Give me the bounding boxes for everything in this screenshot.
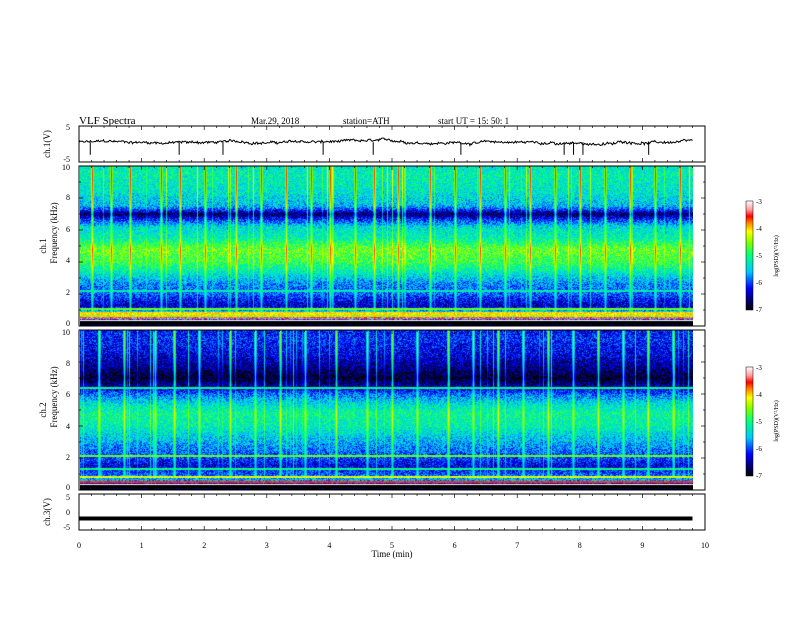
ch2-spec-channel-label: ch.2 [38, 402, 48, 417]
ch1-waveform-ylabel: ch.1(V) [42, 130, 52, 158]
ch1-spectrogram-panel: 10 8 6 4 2 0 ch.1 Frequency (kHz) [38, 163, 706, 328]
panel-tick-marks [78, 126, 706, 530]
time-axis-label: Time (min) [372, 549, 413, 559]
ch1-cbar-tick-m5: -5 [756, 252, 762, 260]
ch2-spec-ytick-10: 10 [62, 328, 70, 337]
ch2-cbar-tick-m4: -4 [756, 391, 762, 399]
ch2-spec-ytick-6: 6 [66, 390, 70, 399]
ch2-spec-ytick-8: 8 [66, 359, 70, 368]
time-axis: Time (min) 0 1 2 3 4 5 6 7 8 9 10 [77, 541, 709, 559]
ch1-spectrogram-image [80, 166, 693, 326]
ch1-cbar-tick-m4: -4 [756, 225, 762, 233]
ch1-ytick-top: 5 [66, 123, 70, 132]
ch1-spec-ylabel: Frequency (kHz) [49, 202, 59, 263]
ch1-waveform-frame [78, 125, 706, 163]
time-tick-label: 2 [202, 541, 206, 550]
ch1-spike-group [89, 142, 650, 155]
ch3-waveform-ylabel: ch.3(V) [42, 498, 52, 526]
ch1-spec-ytick-8: 8 [66, 193, 70, 202]
ch2-colorbar-scale [745, 366, 754, 477]
ch2-spectrogram-panel: 10 8 6 4 2 0 ch.2 Frequency (kHz) [38, 328, 706, 492]
ch1-colorbar-scale [745, 200, 754, 311]
station-label: station=ATH [343, 116, 390, 126]
ch1-spec-ytick-4: 4 [66, 256, 70, 265]
ch1-spec-ytick-6: 6 [66, 225, 70, 234]
ch2-colorbar-label: log(PSD)(V²/Hz) [773, 400, 780, 441]
ch1-colorbar: -3 -4 -5 -6 -7 log(PSD)(V²/Hz) [745, 198, 780, 314]
ch1-waveform-trace [78, 137, 693, 147]
ch2-colorbar: -3 -4 -5 -6 -7 log(PSD)(V²/Hz) [745, 364, 780, 480]
ch3-ytick-mid: 0 [66, 508, 70, 517]
ch2-spec-ytick-4: 4 [66, 422, 70, 431]
time-tick-label: 10 [701, 541, 709, 550]
ch1-spec-ytick-2: 2 [66, 288, 70, 297]
ch1-colorbar-label: log(PSD)(V²/Hz) [773, 235, 780, 276]
ch2-cbar-tick-m7: -7 [756, 472, 762, 480]
ch2-cbar-tick-m3: -3 [756, 364, 762, 372]
ch1-ytick-bottom: -5 [63, 155, 70, 164]
ch3-waveform-frame [78, 493, 706, 531]
start-time-label: start UT = 15: 50: 1 [438, 116, 509, 126]
time-tick-label: 4 [327, 541, 331, 550]
ch2-cbar-tick-m5: -5 [756, 418, 762, 426]
time-tick-label: 9 [640, 541, 644, 550]
time-tick-label: 6 [453, 541, 457, 550]
ch2-spec-ytick-0: 0 [66, 483, 70, 492]
ch2-cbar-tick-m6: -6 [756, 445, 762, 453]
ch1-spec-ytick-10: 10 [62, 163, 70, 172]
time-tick-label: 8 [578, 541, 582, 550]
time-tick-label: 5 [390, 541, 394, 550]
ch2-spec-ytick-2: 2 [66, 453, 70, 462]
time-tick-label: 3 [265, 541, 269, 550]
ch3-ytick-top: 5 [66, 493, 70, 502]
ch3-ytick-bottom: -5 [63, 523, 70, 532]
ch2-spec-ylabel: Frequency (kHz) [49, 366, 59, 427]
date-label: Mar.29, 2018 [251, 116, 300, 126]
time-tick-label: 7 [515, 541, 519, 550]
ch1-cbar-tick-m3: -3 [756, 198, 762, 206]
ch2-spectrogram-image [80, 330, 693, 490]
time-tick-label: 1 [140, 541, 144, 550]
time-tick-label: 0 [77, 541, 81, 550]
ch1-spec-channel-label: ch.1 [38, 238, 48, 253]
ch1-cbar-tick-m7: -7 [756, 306, 762, 314]
ch1-spec-ytick-0: 0 [66, 319, 70, 328]
figure-title: VLF Spectra [79, 115, 136, 127]
ch1-cbar-tick-m6: -6 [756, 279, 762, 287]
